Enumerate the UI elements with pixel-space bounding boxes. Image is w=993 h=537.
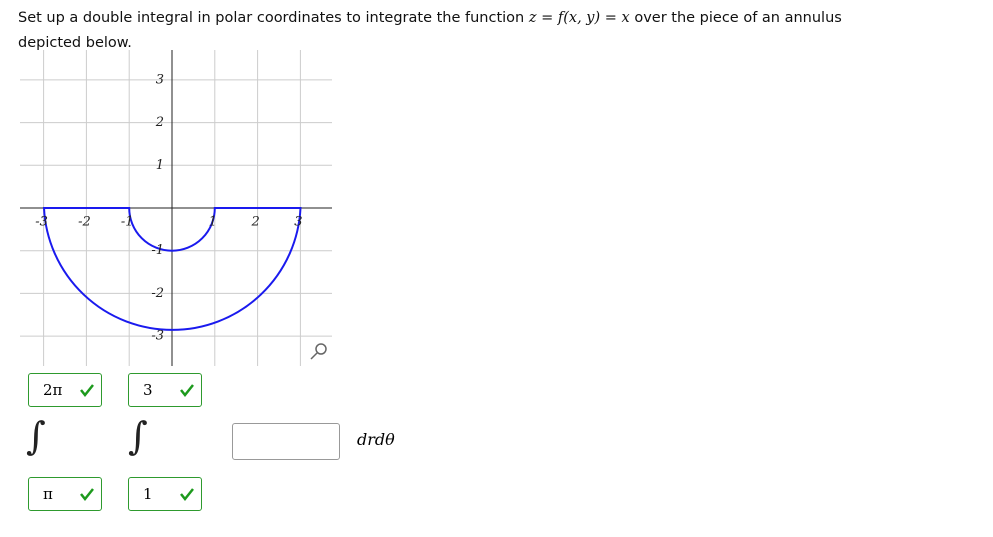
check-mark: [80, 488, 94, 501]
check-path: [180, 384, 194, 397]
y-tick-label: 2: [155, 115, 164, 130]
graph: -3 -2 -1 1 2 3 3 2 1 -1 -2 -3: [20, 50, 332, 366]
answer: 1: [143, 485, 153, 503]
question-text: over the piece of an annulus depicted be…: [18, 10, 842, 51]
question-text: Set up a double integral in polar coordi…: [18, 10, 529, 26]
y-tick-label: 3: [156, 72, 164, 87]
integral-sign: ∫: [128, 414, 148, 458]
answer: 2π: [43, 381, 63, 399]
answer-box[interactable]: 2π: [28, 373, 102, 407]
y-tick-label: 1: [156, 158, 164, 173]
check-path: [180, 488, 194, 501]
question-text: =: [536, 10, 558, 26]
question-text: f(x, y): [557, 10, 601, 26]
question-text: x: [621, 10, 630, 26]
differential: drdθ: [357, 430, 395, 449]
annulus-region: [42, 207, 302, 331]
x-tick-label: 1: [209, 215, 217, 230]
x-tick-label: 2: [250, 215, 259, 230]
answer: 3: [143, 381, 153, 399]
zoom-icon[interactable]: [310, 343, 327, 360]
answer-box[interactable]: 1: [128, 477, 202, 511]
y-tick-label: -1: [151, 243, 164, 258]
check-path: [80, 384, 94, 397]
check-path: [80, 488, 94, 501]
y-tick-label: -2: [151, 286, 164, 301]
answer-box[interactable]: 3: [128, 373, 202, 407]
y-tick-label: -3: [151, 329, 164, 344]
integral-sign: ∫: [26, 414, 46, 458]
x-tick-label: -2: [78, 215, 91, 230]
check-mark: [80, 384, 94, 397]
answer-box[interactable]: π: [28, 477, 102, 511]
answer: π: [43, 485, 53, 503]
question-text: z: [528, 10, 537, 26]
integrand-input[interactable]: [232, 423, 340, 460]
question: Set up a double integral in polar coordi…: [18, 6, 898, 56]
x-tick-label: -3: [35, 215, 48, 230]
x-tick-label: 3: [294, 215, 302, 230]
question-text: =: [600, 10, 622, 26]
check-mark: [180, 384, 194, 397]
check-mark: [180, 488, 194, 501]
x-tick-label: -1: [121, 215, 134, 230]
